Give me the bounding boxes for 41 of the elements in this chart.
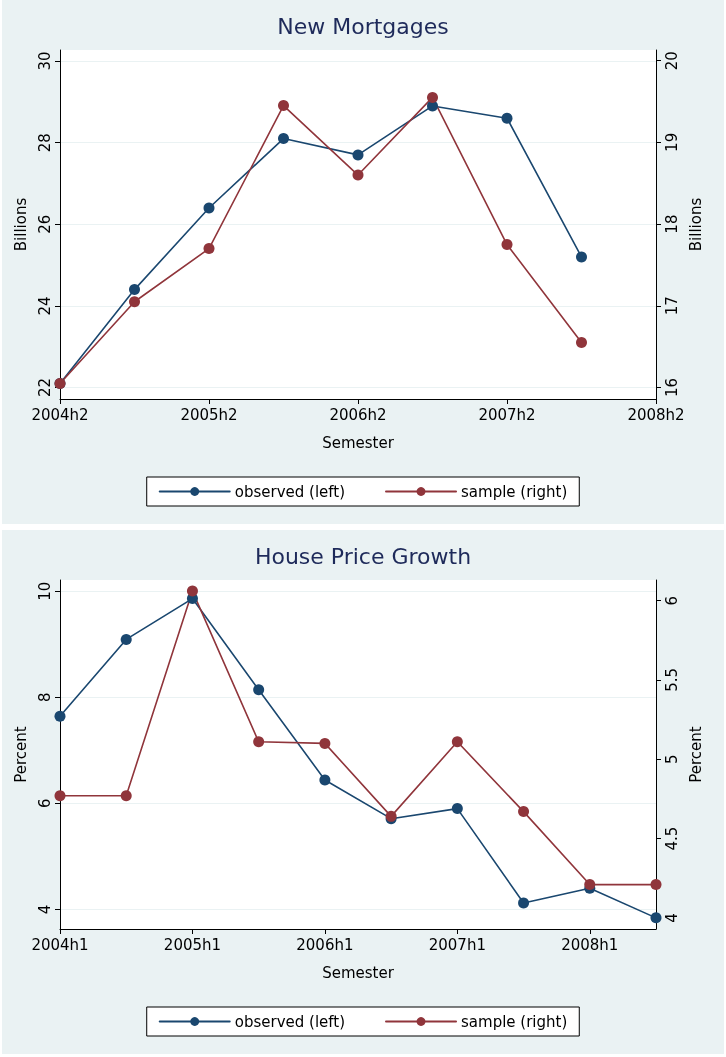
x-tick-label: 2008h2 [627, 405, 685, 424]
chart-title: House Price Growth [254, 543, 472, 569]
y-tick-label: 10 [35, 581, 54, 601]
y2-tick-label: 19 [662, 132, 681, 152]
x-tick-label: 2006h1 [296, 935, 354, 954]
x-tick-label: 2005h1 [163, 935, 222, 954]
y2-axis-title: Percent [686, 726, 705, 783]
legend-label: observed (left) [234, 482, 346, 501]
y-tick-label: 8 [35, 692, 54, 702]
y2-tick-label: 6 [662, 595, 681, 606]
x-tick-label: 2005h2 [180, 405, 238, 424]
y2-tick-label: 16 [662, 378, 681, 398]
x-axis-title: Semester [322, 433, 395, 452]
y2-tick-label: 20 [662, 51, 681, 71]
y-axis-title: Percent [11, 726, 30, 783]
legend-label: observed (left) [234, 1012, 346, 1031]
y-tick-label: 4 [35, 904, 54, 915]
y2-tick-label: 18 [662, 214, 681, 234]
legend-label: sample (right) [461, 482, 568, 501]
y-tick-label: 26 [35, 214, 54, 234]
y2-tick-label: 4.5 [662, 826, 681, 851]
y-tick-label: 6 [35, 798, 54, 809]
x-tick-label: 2004h2 [31, 405, 89, 424]
x-tick-label: 2007h1 [428, 935, 486, 954]
x-axis-title: Semester [322, 963, 395, 982]
y2-tick-label: 5.5 [662, 668, 681, 692]
legend-label: sample (right) [461, 1012, 568, 1031]
y2-tick-label: 17 [662, 296, 681, 316]
y-tick-label: 28 [35, 133, 54, 153]
y-tick-label: 30 [35, 51, 54, 71]
y-tick-label: 24 [35, 296, 54, 316]
x-tick-label: 2004h1 [31, 935, 89, 954]
x-tick-label: 2006h2 [329, 405, 387, 424]
y2-tick-label: 5 [662, 754, 681, 765]
y-axis-title: Billions [11, 197, 30, 252]
y2-axis-title: Billions [686, 197, 705, 252]
chart-title: New Mortgages [277, 13, 449, 39]
x-tick-label: 2008h1 [561, 935, 619, 954]
y-tick-label: 22 [35, 378, 54, 398]
x-tick-label: 2007h2 [478, 405, 536, 424]
y2-tick-label: 4 [662, 913, 681, 923]
